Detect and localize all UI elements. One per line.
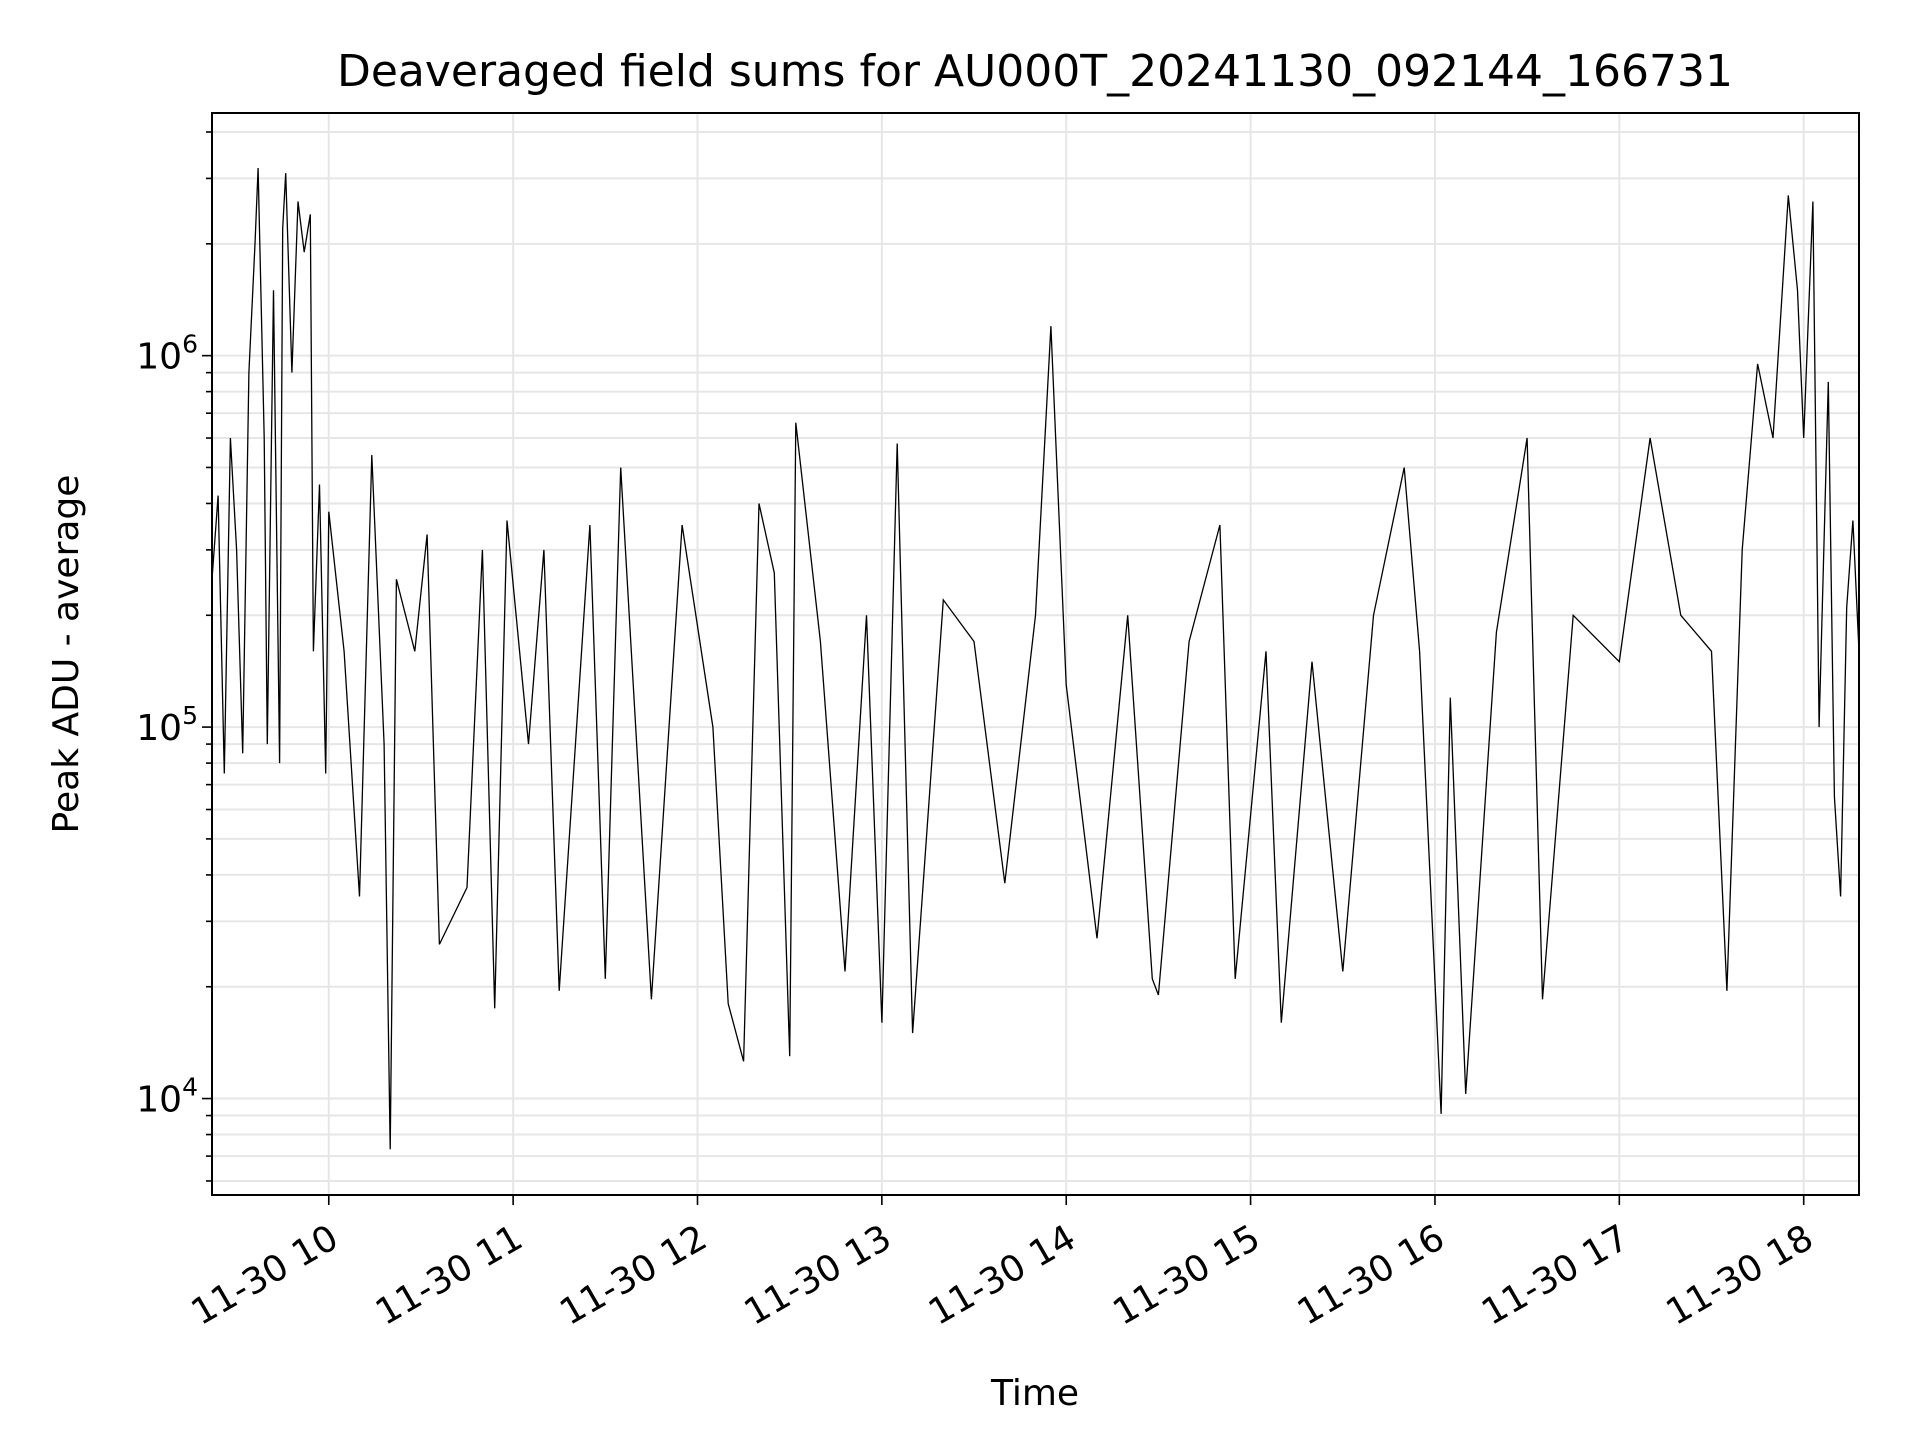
plot-frame [211, 112, 1860, 1196]
x-axis-label: Time [990, 1373, 1079, 1414]
grid-lines [212, 113, 1859, 1195]
series-line [211, 167, 1860, 1150]
y-tick-label: 104 [136, 1073, 198, 1121]
y-tick-label: 106 [136, 330, 198, 378]
y-axis-label: Peak ADU - average [46, 475, 87, 834]
y-axis: 104 105 106 [136, 131, 212, 1182]
y-tick-label: 105 [136, 701, 198, 749]
chart-title: Deaveraged field sums for AU000T_2024113… [337, 46, 1733, 97]
